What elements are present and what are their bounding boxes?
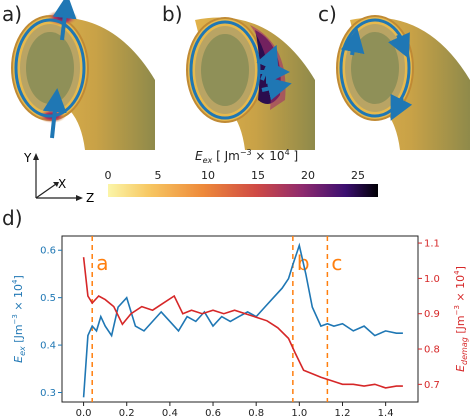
x-tick-label: 0.8 xyxy=(248,408,264,419)
colorbar-tick-label: 10 xyxy=(201,169,215,182)
colorbar-title: Eex [ Jm−3 × 104 ] xyxy=(195,148,298,165)
axis-y-label: Y xyxy=(23,151,32,165)
x-tick-label: 1.2 xyxy=(335,408,351,419)
axis-triad: Y X Z xyxy=(23,151,94,205)
colorbar-tick-label: 20 xyxy=(301,169,315,182)
event-marker-label: a xyxy=(96,251,108,275)
colorbar-tick-label: 0 xyxy=(105,169,112,182)
x-tick-label: 0.2 xyxy=(119,408,135,419)
y-left-axis-label: Eex [Jm−3 × 104] xyxy=(11,275,27,363)
panel-label-c: c) xyxy=(318,2,337,26)
colorbar: Eex [ Jm−3 × 104 ] 0 5 10 15 20 25 xyxy=(105,148,378,197)
y-right-axis-label: Edemag [Jm−3 × 104] xyxy=(453,266,469,372)
plot-frame xyxy=(61,235,419,403)
panel-label-b: b) xyxy=(162,2,183,26)
tube-a xyxy=(11,0,155,150)
y-left-tick-label: 0.3 xyxy=(40,388,56,399)
y-right-tick-label: 1.1 xyxy=(424,239,440,250)
x-tick-label: 1.0 xyxy=(291,408,307,419)
y-right-tick-label: 1.0 xyxy=(424,274,440,285)
x-tick-label: 0.6 xyxy=(205,408,221,419)
tube-b xyxy=(186,17,315,150)
y-right-tick-label: 0.7 xyxy=(424,380,440,391)
tube-illustrations xyxy=(11,0,470,150)
colorbar-tick-label: 25 xyxy=(351,169,365,182)
line-chart: 0.0 0.2 0.4 0.6 0.8 1.0 1.2 1.4 0.3 0.4 0.5 0.6 0.7 0… xyxy=(11,235,469,420)
axis-z-label: Z xyxy=(86,191,94,205)
axis-x-label: X xyxy=(58,177,66,191)
panel-label-d: d) xyxy=(2,206,23,230)
y-left-tick-label: 0.5 xyxy=(40,293,56,304)
y-left-tick-label: 0.6 xyxy=(40,246,56,257)
y-right-tick-label: 0.9 xyxy=(424,309,440,320)
x-tick-label: 0.0 xyxy=(76,408,92,419)
series-line-edemag xyxy=(82,257,403,389)
colorbar-tick-label: 15 xyxy=(251,169,265,182)
colorbar-gradient xyxy=(108,184,378,197)
series-line-eex xyxy=(82,242,403,398)
y-right-tick-label: 0.8 xyxy=(424,345,440,356)
panel-label-a: a) xyxy=(2,2,23,26)
y-left-tick-label: 0.4 xyxy=(40,341,56,352)
colorbar-tick-label: 5 xyxy=(155,169,162,182)
x-tick-label: 0.4 xyxy=(162,408,178,419)
tube-c xyxy=(336,15,470,150)
event-marker-label: c xyxy=(331,251,342,275)
x-tick-label: 1.4 xyxy=(378,408,394,419)
